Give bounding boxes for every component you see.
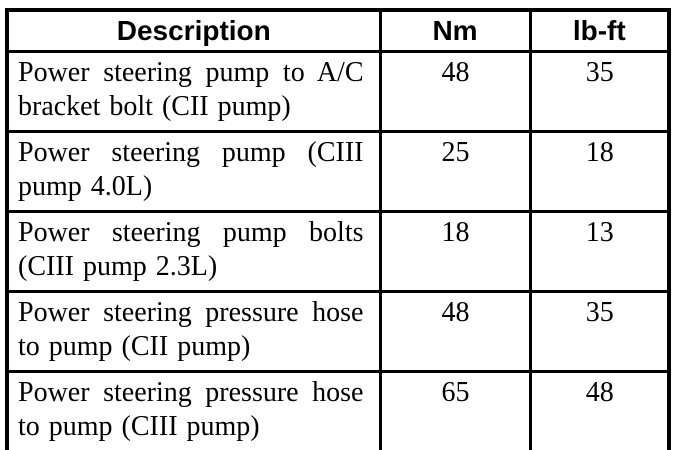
lbft-cell: 13	[528, 210, 671, 293]
header-cell-lbft: lb-ft	[528, 8, 671, 53]
nm-cell: 48	[378, 50, 532, 133]
header-row: Description Nm lb-ft	[5, 8, 671, 53]
description-cell: Power steering pump to A/C bracket bolt …	[5, 50, 382, 133]
description-cell: Power steering pressure hose to pump (CI…	[5, 370, 382, 450]
lbft-cell: 18	[528, 130, 671, 213]
nm-cell: 48	[378, 290, 532, 373]
header-cell-description: Description	[5, 8, 382, 53]
lbft-cell: 35	[528, 290, 671, 373]
header-cell-nm: Nm	[378, 8, 532, 53]
table-row: Power steering pressure hose to pump (CI…	[5, 370, 671, 450]
description-cell: Power steering pressure hose to pump (CI…	[5, 290, 382, 373]
table-row: Power steering pump (CIII pump 4.0L) 25 …	[5, 130, 671, 213]
nm-cell: 18	[378, 210, 532, 293]
table-row: Power steering pump bolts (CIII pump 2.3…	[5, 210, 671, 293]
torque-spec-table: Description Nm lb-ft Power steering pump…	[5, 8, 671, 450]
lbft-cell: 35	[528, 50, 671, 133]
nm-cell: 65	[378, 370, 532, 450]
table-row: Power steering pump to A/C bracket bolt …	[5, 50, 671, 133]
description-cell: Power steering pump bolts (CIII pump 2.3…	[5, 210, 382, 293]
lbft-cell: 48	[528, 370, 671, 450]
nm-cell: 25	[378, 130, 532, 213]
description-cell: Power steering pump (CIII pump 4.0L)	[5, 130, 382, 213]
table-row: Power steering pressure hose to pump (CI…	[5, 290, 671, 373]
